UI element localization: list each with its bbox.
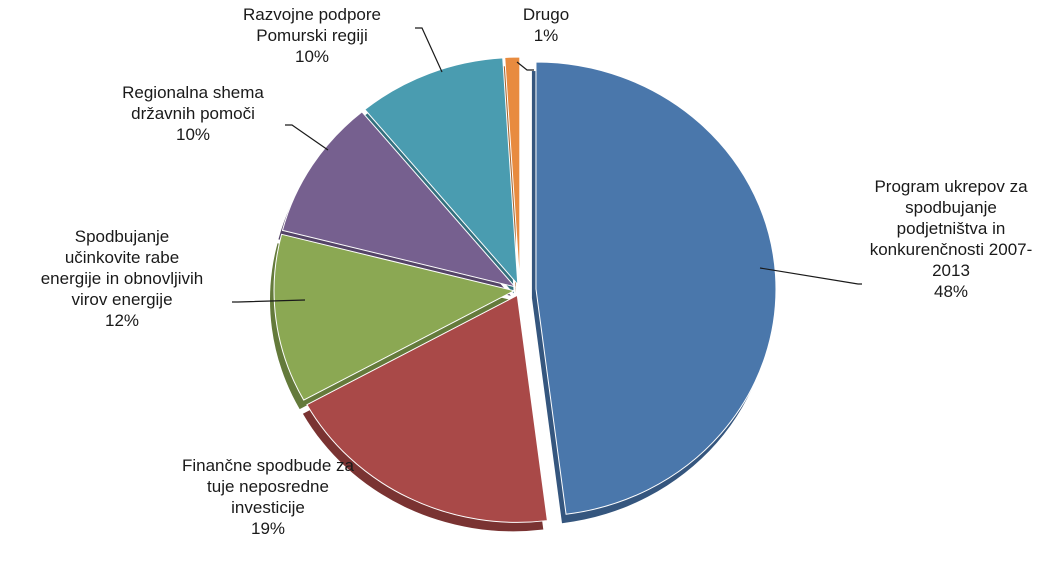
leader-line bbox=[232, 299, 306, 303]
data-label: Spodbujanje učinkovite rabe energije in ob… bbox=[41, 227, 204, 330]
pie-slice bbox=[281, 111, 517, 288]
data-label-percent: 48% bbox=[934, 282, 968, 301]
leader-lines bbox=[232, 27, 862, 303]
data-label-percent: 1% bbox=[534, 26, 559, 45]
pie-slice bbox=[306, 294, 548, 523]
data-label-text: Pomurski regiji bbox=[256, 26, 367, 45]
data-label-text: investicije bbox=[231, 498, 305, 517]
data-labels: Program ukrepov za spodbujanje podjetništv… bbox=[41, 5, 1033, 538]
data-label-text: podjetništva in bbox=[897, 219, 1006, 238]
data-label-text: Program ukrepov za bbox=[874, 177, 1028, 196]
data-label-text: Regionalna shema bbox=[122, 83, 264, 102]
data-label-text: učinkovite rabe bbox=[65, 248, 179, 267]
data-label: Razvojne podpore Pomurski regiji 10% bbox=[243, 5, 381, 66]
pie-slice bbox=[535, 61, 777, 515]
data-label: Regionalna shema državnih pomoči 10% bbox=[122, 83, 264, 144]
data-label: Program ukrepov za spodbujanje podjetništv… bbox=[870, 177, 1033, 301]
data-label: Drugo 1% bbox=[523, 5, 569, 45]
data-label-text: Razvojne podpore bbox=[243, 5, 381, 24]
leader-line bbox=[759, 267, 862, 285]
data-label-text: konkurenčnosti 2007- bbox=[870, 240, 1033, 259]
leader-line bbox=[415, 27, 443, 73]
data-label-text: tuje neposredne bbox=[207, 477, 329, 496]
pie-slice bbox=[273, 233, 516, 401]
data-label-text: državnih pomoči bbox=[131, 104, 255, 123]
data-label-text: Finančne spodbude za bbox=[182, 456, 355, 475]
data-label-text: Drugo bbox=[523, 5, 569, 24]
pie-slice bbox=[364, 57, 519, 286]
leader-line bbox=[285, 124, 329, 151]
pie-slice bbox=[504, 56, 521, 285]
data-label-percent: 10% bbox=[176, 125, 210, 144]
leader-line bbox=[516, 61, 534, 71]
data-label-text: Spodbujanje bbox=[75, 227, 170, 246]
slices bbox=[273, 56, 777, 523]
data-label-percent: 10% bbox=[295, 47, 329, 66]
data-label-text: energije in obnovljivih bbox=[41, 269, 204, 288]
data-label-text: spodbujanje bbox=[905, 198, 997, 217]
data-label-text: 2013 bbox=[932, 261, 970, 280]
data-label-percent: 12% bbox=[105, 311, 139, 330]
data-label-text: virov energije bbox=[71, 290, 172, 309]
data-label-percent: 19% bbox=[251, 519, 285, 538]
data-label: Finančne spodbude za tuje neposredne inves… bbox=[182, 456, 355, 538]
